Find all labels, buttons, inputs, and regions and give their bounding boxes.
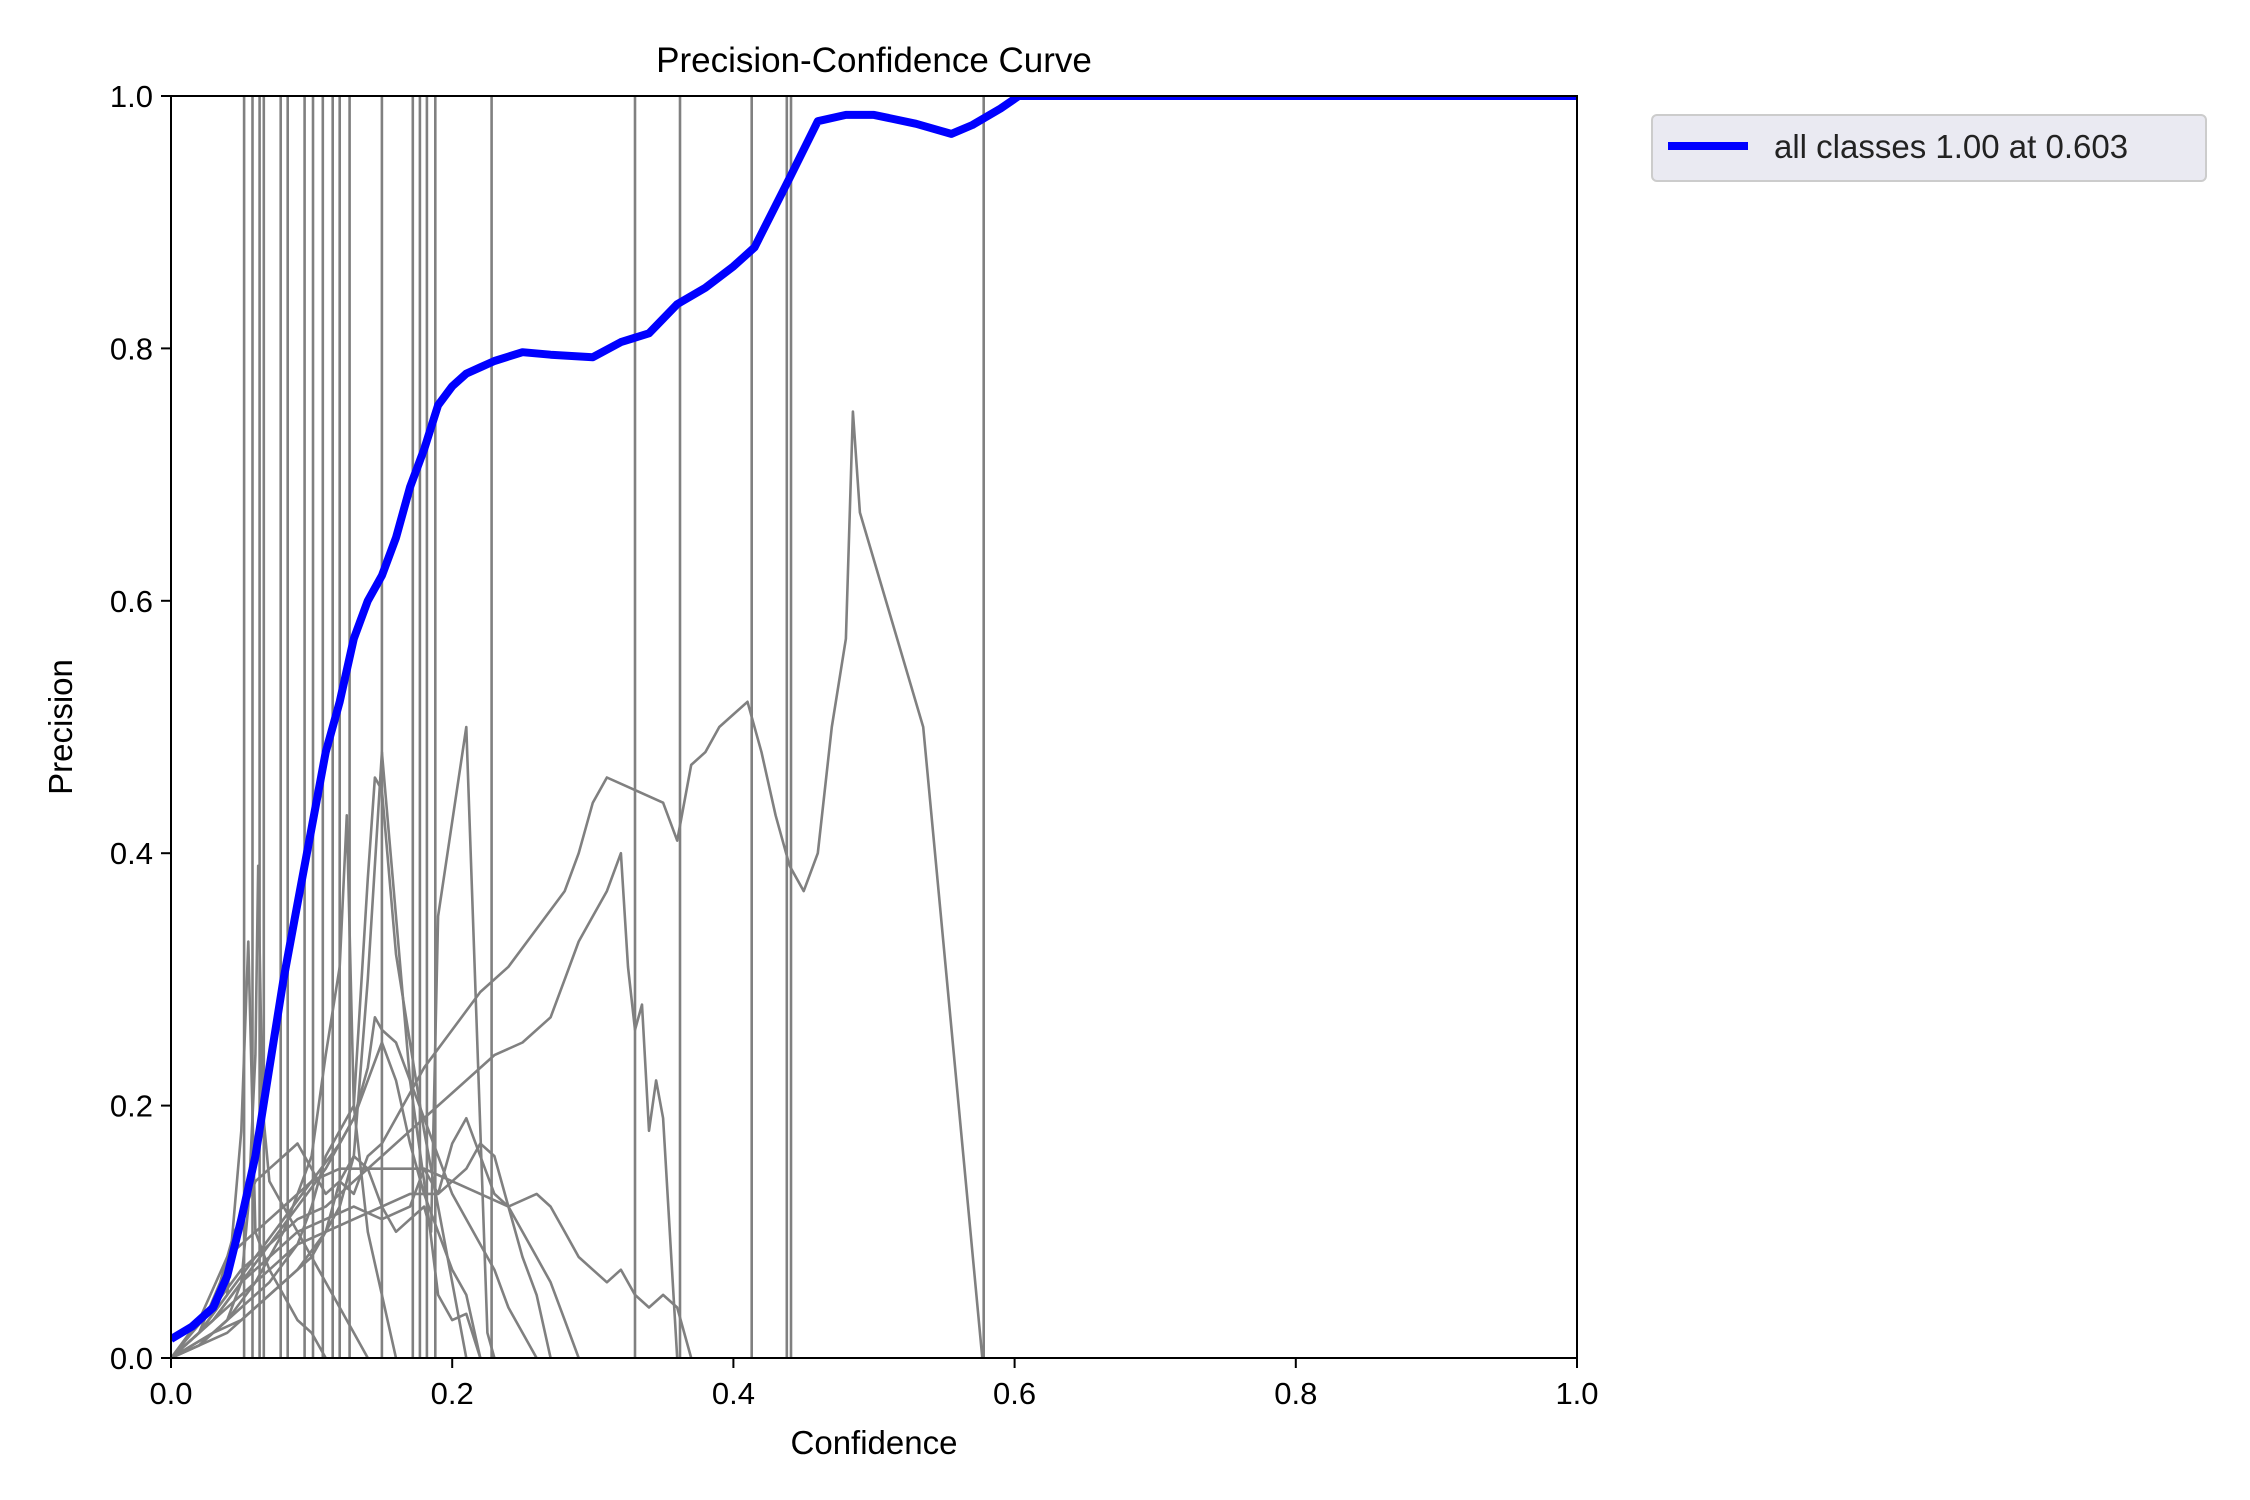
class-series-line <box>171 750 482 1358</box>
x-axis: 0.0 0.2 0.4 0.6 0.8 1.0 <box>149 1358 1599 1411</box>
plot-frame <box>170 95 1578 1359</box>
class-series-line <box>171 814 398 1358</box>
y-axis-title: Precision <box>42 659 79 795</box>
y-tick-label: 0.8 <box>110 331 153 366</box>
x-tick-label: 0.4 <box>712 1376 755 1411</box>
y-tick-label: 1.0 <box>110 79 153 114</box>
class-series-line <box>171 1016 538 1358</box>
y-tick-label: 0.6 <box>110 584 153 619</box>
class-series-line <box>171 851 679 1358</box>
x-tick-label: 0.2 <box>431 1376 474 1411</box>
x-tick-label: 0.6 <box>993 1376 1036 1411</box>
y-tick-label: 0.4 <box>110 836 153 871</box>
legend: all classes 1.00 at 0.603 <box>1651 114 2207 182</box>
series-layer <box>171 96 1577 1358</box>
x-tick-label: 0.0 <box>149 1376 192 1411</box>
x-tick-label: 0.8 <box>1274 1376 1317 1411</box>
series-line-all-classes <box>171 96 1577 1343</box>
chart-title: Precision-Confidence Curve <box>656 41 1092 80</box>
y-tick-label: 0.2 <box>110 1089 153 1124</box>
y-tick-label: 0.0 <box>110 1341 153 1376</box>
legend-box <box>1651 114 2207 182</box>
class-series-line <box>171 940 327 1358</box>
class-series-line <box>171 1041 482 1358</box>
x-tick-label: 1.0 <box>1555 1376 1598 1411</box>
legend-label-all-classes: all classes 1.00 at 0.603 <box>1774 128 2128 165</box>
y-axis: 0.0 0.2 0.4 0.6 0.8 1.0 <box>110 79 171 1376</box>
x-axis-title: Confidence <box>791 1424 958 1461</box>
